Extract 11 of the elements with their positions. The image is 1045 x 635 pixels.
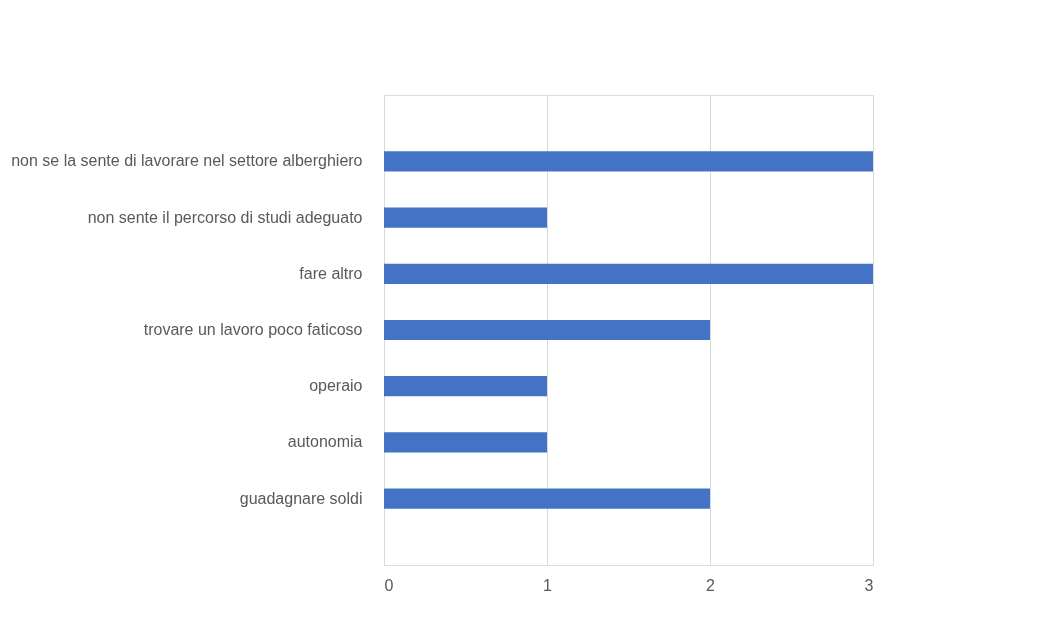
y-tick-label: non se la sente di lavorare nel settore alberghiero [11, 152, 363, 170]
x-tick-label: 2 [706, 576, 716, 594]
y-tick-label: operaio [309, 377, 363, 395]
y-tick-label: non sente il percorso di studi adeguato [87, 208, 363, 226]
x-tick-label: 1 [543, 576, 553, 594]
y-tick-label: trovare un lavoro poco faticoso [143, 321, 363, 338]
y-tick-label: fare altro [299, 264, 363, 282]
y-tick-label: autonomia [287, 433, 363, 451]
y-tick-label: guadagnare soldi [239, 489, 363, 507]
x-tick-label: 3 [864, 576, 874, 594]
x-tick-label: 0 [384, 576, 394, 594]
